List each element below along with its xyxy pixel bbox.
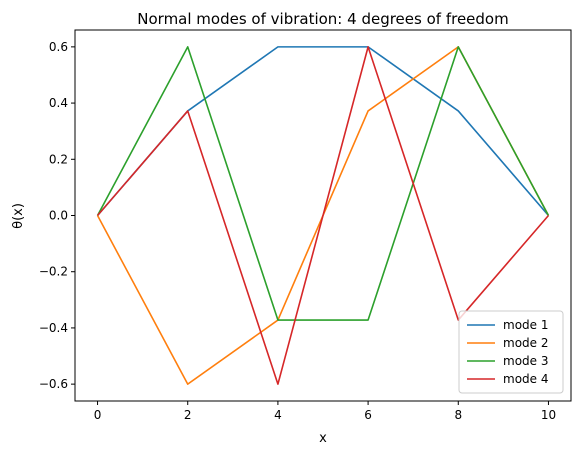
x-tick-label: 4 (274, 408, 282, 422)
x-axis: 0 2 4 6 8 10 (94, 401, 556, 422)
series-line-mode-3 (96, 46, 550, 321)
chart-title: Normal modes of vibration: 4 degrees of … (137, 10, 508, 28)
x-tick-label: 0 (94, 408, 102, 422)
y-tick-label: −0.6 (39, 377, 68, 391)
y-tick-label: 0.6 (49, 40, 68, 54)
legend-label: mode 2 (503, 336, 548, 350)
x-tick-label: 10 (541, 408, 556, 422)
y-tick-label: 0.4 (49, 96, 68, 110)
legend: mode 1 mode 2 mode 3 mode 4 (458, 310, 564, 394)
y-axis-label: θ(x) (11, 203, 26, 229)
y-tick-label: −0.2 (39, 265, 68, 279)
legend-label: mode 4 (503, 372, 548, 386)
x-tick-label: 6 (364, 408, 372, 422)
legend-box (458, 310, 564, 394)
x-axis-label: x (319, 431, 327, 446)
y-tick-label: 0.2 (49, 152, 68, 166)
legend-label: mode 1 (503, 318, 548, 332)
plot-area (96, 46, 550, 385)
series-line-mode-1 (96, 46, 550, 217)
y-tick-label: 0.0 (49, 209, 68, 223)
legend-label: mode 3 (503, 354, 548, 368)
x-tick-label: 8 (454, 408, 462, 422)
series-line-mode-4 (96, 46, 550, 385)
x-tick-label: 2 (184, 408, 192, 422)
y-tick-label: −0.4 (39, 321, 68, 335)
y-axis: −0.6 −0.4 −0.2 0.0 0.2 0.4 0.6 (39, 40, 75, 391)
